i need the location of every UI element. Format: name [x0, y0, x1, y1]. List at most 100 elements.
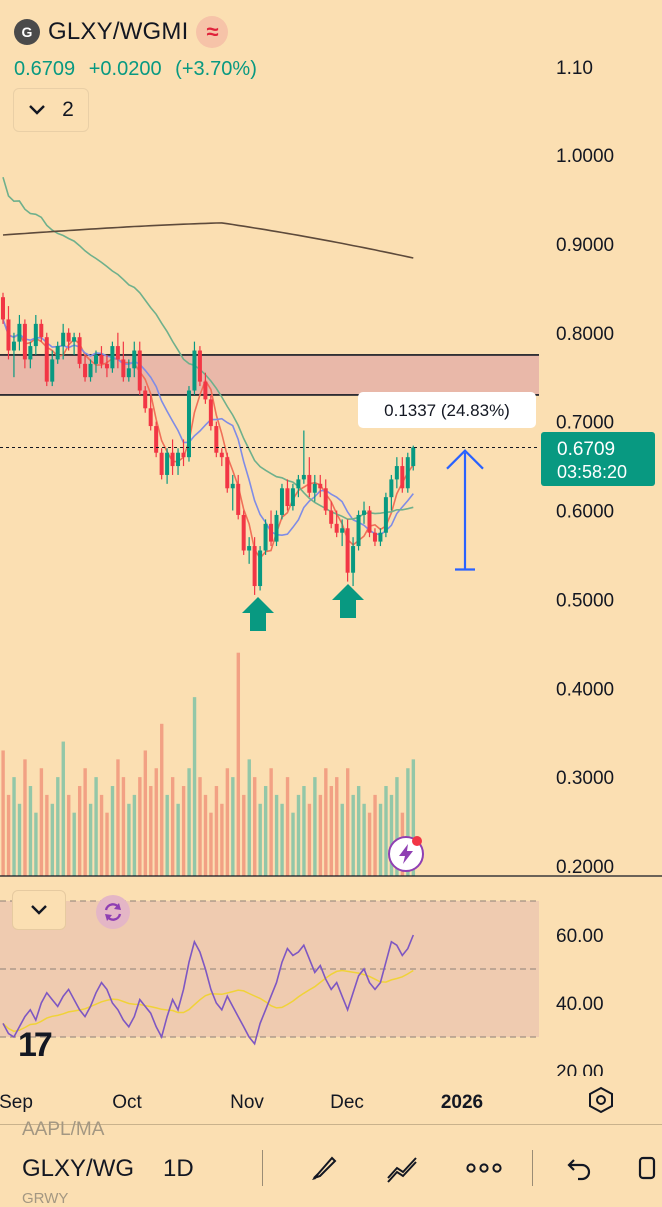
candle[interactable]	[318, 474, 323, 498]
price-range-measure[interactable]: 0.1337 (24.83%)	[358, 392, 536, 571]
up-arrow-markers[interactable]	[242, 584, 364, 631]
symbol-header[interactable]: G GLXY/WGMI ≈	[14, 16, 229, 48]
candle[interactable]	[61, 323, 66, 360]
candle[interactable]	[362, 501, 367, 524]
candle[interactable]	[28, 341, 33, 369]
candle[interactable]	[219, 448, 224, 467]
candle[interactable]	[154, 421, 159, 458]
measure-label-box[interactable]	[358, 392, 536, 428]
candle[interactable]	[186, 386, 191, 462]
candle[interactable]	[230, 474, 235, 511]
wave-icon[interactable]: ≈	[196, 16, 229, 48]
candle[interactable]	[104, 354, 109, 378]
measure-arrow-head[interactable]	[446, 449, 484, 470]
candle[interactable]	[367, 506, 372, 538]
candle[interactable]	[126, 359, 131, 382]
brush-icon[interactable]	[304, 1148, 344, 1188]
candle[interactable]	[99, 346, 104, 369]
candle[interactable]	[148, 394, 153, 431]
candle[interactable]	[301, 430, 306, 484]
candle[interactable]	[192, 341, 197, 395]
candle[interactable]	[55, 341, 60, 364]
candle[interactable]	[279, 483, 284, 520]
candle[interactable]	[290, 483, 295, 511]
candle[interactable]	[33, 314, 38, 355]
candle[interactable]	[394, 457, 399, 489]
candle[interactable]	[296, 474, 301, 498]
candle[interactable]	[329, 501, 334, 529]
volume-bar	[411, 759, 416, 876]
candle[interactable]	[121, 341, 126, 382]
candle[interactable]	[285, 479, 290, 511]
candle[interactable]	[203, 372, 208, 404]
candle[interactable]	[137, 341, 142, 395]
candle[interactable]	[340, 519, 345, 547]
candle[interactable]	[356, 510, 361, 551]
indicators-toggle[interactable]: 2	[13, 88, 89, 132]
candle[interactable]	[170, 439, 175, 475]
candle[interactable]	[258, 546, 263, 591]
candle[interactable]	[351, 537, 356, 587]
candle[interactable]	[334, 510, 339, 538]
candle[interactable]	[181, 439, 186, 467]
up-arrow-marker[interactable]	[242, 597, 274, 631]
candle[interactable]	[165, 448, 170, 484]
candle[interactable]	[378, 528, 383, 547]
drawing-tools-icon[interactable]	[383, 1148, 423, 1188]
up-arrow-marker[interactable]	[332, 584, 364, 618]
candle[interactable]	[208, 394, 213, 431]
candle[interactable]	[372, 528, 377, 547]
candle[interactable]	[88, 359, 93, 382]
candle[interactable]	[197, 346, 202, 387]
candle[interactable]	[115, 332, 120, 369]
settings-icon[interactable]	[589, 1086, 613, 1114]
candle[interactable]	[143, 386, 148, 413]
candle[interactable]	[17, 314, 22, 351]
candle[interactable]	[389, 474, 394, 511]
candle[interactable]	[225, 452, 230, 493]
candle[interactable]	[269, 510, 274, 547]
candle[interactable]	[159, 448, 164, 480]
interval-button[interactable]: 1D	[163, 1155, 194, 1182]
candle[interactable]	[50, 350, 55, 387]
candle[interactable]	[323, 479, 328, 515]
candle[interactable]	[214, 421, 219, 458]
more-icon[interactable]	[464, 1148, 504, 1188]
candle[interactable]	[110, 341, 115, 373]
chart-canvas[interactable]: 0.1337 (24.83%) 1.10 1.0000 0.9000 0.8000 0.…	[0, 0, 662, 1124]
undo-icon[interactable]	[560, 1148, 600, 1188]
candle[interactable]	[22, 319, 27, 369]
candlesticks[interactable]	[0, 292, 539, 595]
redo-icon[interactable]	[628, 1148, 662, 1188]
candle[interactable]	[263, 519, 268, 555]
candle[interactable]	[176, 448, 181, 475]
candle[interactable]	[83, 354, 88, 382]
candle[interactable]	[247, 537, 252, 564]
candle[interactable]	[77, 332, 82, 369]
candle[interactable]	[411, 445, 416, 471]
candle[interactable]	[66, 328, 71, 351]
candle[interactable]	[1, 292, 5, 324]
bottom-symbol-button[interactable]: GLXY/WG	[22, 1155, 135, 1182]
candle[interactable]	[72, 332, 77, 355]
volume-bar	[187, 768, 191, 876]
candle[interactable]	[252, 537, 257, 595]
candle[interactable]	[312, 474, 317, 502]
candle[interactable]	[6, 306, 11, 360]
candle[interactable]	[93, 350, 98, 373]
candle[interactable]	[400, 457, 405, 493]
candle[interactable]	[383, 492, 388, 538]
symbol-title[interactable]: GLXY/WGMI	[48, 18, 189, 45]
candle[interactable]	[405, 452, 410, 493]
candle[interactable]	[345, 519, 350, 582]
candle[interactable]	[236, 474, 241, 520]
candle[interactable]	[44, 332, 49, 387]
candle[interactable]	[39, 319, 44, 342]
candle[interactable]	[132, 341, 137, 378]
candle[interactable]	[241, 510, 246, 555]
candle[interactable]	[274, 510, 279, 547]
refresh-icon[interactable]	[96, 895, 130, 929]
rsi-collapse-button[interactable]	[12, 890, 66, 930]
candle[interactable]	[307, 457, 312, 498]
candle[interactable]	[11, 332, 16, 378]
